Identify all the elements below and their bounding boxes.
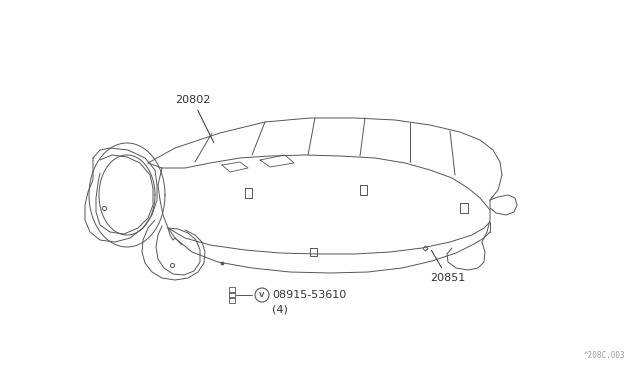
Text: (4): (4) (272, 304, 288, 314)
Bar (229, 287, 235, 293)
Text: 20802: 20802 (175, 95, 214, 142)
Bar (229, 297, 235, 303)
Text: 08915-53610: 08915-53610 (272, 290, 346, 300)
Bar (229, 292, 235, 298)
Text: V: V (259, 292, 265, 298)
Text: 20851: 20851 (430, 250, 465, 283)
Text: ^208C.003: ^208C.003 (584, 350, 625, 359)
